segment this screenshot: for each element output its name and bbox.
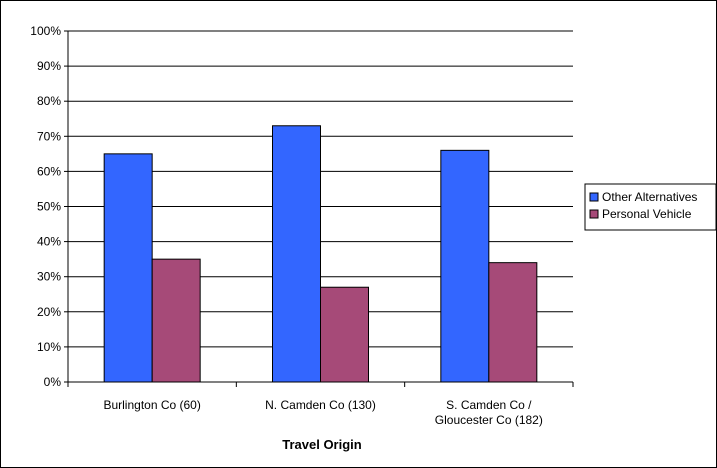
- x-tick-label: Gloucester Co (182): [435, 413, 543, 427]
- bar: [151, 258, 201, 383]
- legend-swatch: [589, 192, 599, 202]
- bar: [320, 286, 369, 383]
- x-tick-label: S. Camden Co /: [446, 398, 532, 412]
- y-tick-label: 0%: [44, 375, 62, 389]
- legend: Other Alternatives Personal Vehicle: [584, 183, 717, 231]
- x-axis-labels: Burlington Co (60) N. Camden Co (130) S. C…: [67, 382, 574, 427]
- x-axis-title: Travel Origin: [282, 437, 362, 452]
- bar: [440, 149, 490, 383]
- y-tick-label: 80%: [37, 94, 61, 108]
- y-tick-label: 40%: [37, 235, 61, 249]
- y-tick-label: 90%: [37, 59, 61, 73]
- bar: [272, 125, 321, 383]
- legend-swatch: [589, 209, 599, 219]
- y-axis-ticks: 0% 10% 20% 30% 40% 50% 60% 70% 80% 90% 100%: [30, 24, 68, 389]
- bar: [488, 262, 538, 383]
- x-tick-label: N. Camden Co (130): [265, 398, 376, 412]
- y-tick-label: 10%: [37, 340, 61, 354]
- y-tick-label: 60%: [37, 164, 61, 178]
- legend-label: Other Alternatives: [602, 190, 697, 204]
- y-tick-label: 20%: [37, 305, 61, 319]
- legend-label: Personal Vehicle: [602, 207, 692, 221]
- y-tick-label: 50%: [37, 200, 61, 214]
- y-tick-label: 100%: [30, 24, 61, 38]
- legend-box: [584, 183, 717, 231]
- y-tick-label: 70%: [37, 129, 61, 143]
- y-tick-label: 30%: [37, 270, 61, 284]
- bars: [103, 125, 538, 383]
- bar: [103, 153, 153, 383]
- x-tick-label: Burlington Co (60): [103, 398, 200, 412]
